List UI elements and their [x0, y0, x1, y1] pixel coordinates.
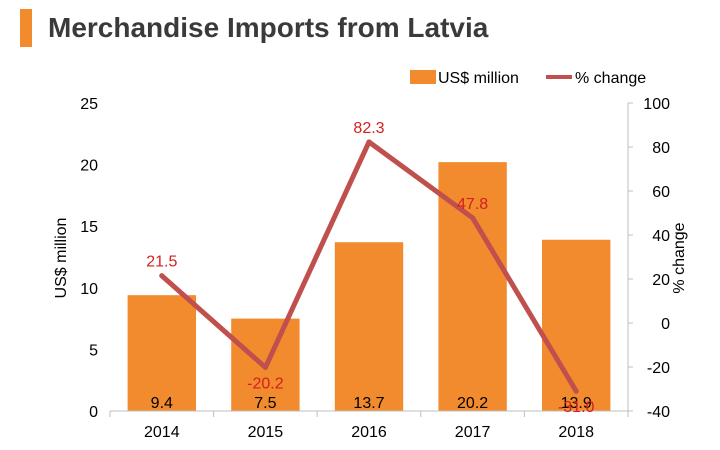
bar-2014	[127, 295, 196, 411]
right-tick-label: 40	[652, 228, 670, 245]
bar-value-label: 13.7	[353, 395, 384, 412]
bar-value-label: 20.2	[457, 395, 488, 412]
right-tick-label: -40	[647, 404, 670, 421]
left-tick-label: 15	[80, 219, 98, 236]
pct-change-point	[262, 364, 268, 370]
pct-change-point	[470, 215, 476, 221]
left-tick-label: 25	[80, 96, 98, 113]
right-tick-label: 100	[643, 96, 670, 113]
bar-2018	[542, 239, 611, 411]
right-axis-title: % change	[671, 222, 688, 293]
x-tick-label: 2016	[351, 424, 387, 441]
x-axis: 2014 2015 2016 2017 2018	[109, 411, 629, 441]
legend-line-label: % change	[575, 70, 646, 87]
x-tick-label: 2015	[248, 424, 284, 441]
right-tick-label: 20	[652, 272, 670, 289]
x-tick-label: 2014	[144, 424, 180, 441]
left-axis: 0 5 10 15 20 25	[80, 96, 98, 421]
legend: US$ million % change	[410, 70, 646, 87]
bar-value-label: 7.5	[254, 395, 276, 412]
right-tick-label: 80	[652, 140, 670, 157]
right-tick-label: 0	[661, 316, 670, 333]
pct-value-label: 21.5	[146, 254, 177, 271]
pct-value-label: -20.2	[247, 375, 284, 392]
bar-value-labels: 9.4 7.5 13.7 20.2 13.9	[151, 395, 592, 412]
pct-change-series	[159, 139, 579, 394]
bar-2016	[334, 242, 404, 411]
right-axis: -40 -20 0 20 40 60 80 100	[628, 96, 670, 421]
pct-change-point	[159, 273, 165, 279]
pct-value-label: 82.3	[353, 120, 384, 137]
pct-change-point	[573, 388, 579, 394]
title-block: Merchandise Imports from Latvia	[20, 8, 488, 48]
x-tick-label: 2017	[455, 424, 491, 441]
bar-series	[127, 162, 611, 411]
x-tick-label: 2018	[558, 424, 594, 441]
bar-value-label: 13.9	[561, 395, 592, 412]
title-accent-bar	[20, 9, 32, 47]
pct-change-point	[366, 139, 372, 145]
left-tick-label: 5	[89, 342, 98, 359]
right-tick-label: 60	[652, 184, 670, 201]
bar-value-label: 9.4	[151, 395, 173, 412]
left-tick-label: 0	[89, 404, 98, 421]
pct-value-label: -31.0	[558, 399, 595, 416]
pct-value-labels: 21.5 -20.2 82.3 47.8 -31.0	[146, 120, 594, 416]
legend-bar-label: US$ million	[438, 70, 519, 87]
left-tick-label: 10	[80, 281, 98, 298]
legend-bar-swatch	[410, 70, 436, 84]
left-axis-title: US$ million	[53, 218, 70, 299]
left-tick-label: 20	[80, 158, 98, 175]
right-tick-label: -20	[647, 360, 670, 377]
pct-value-label: 47.8	[457, 196, 488, 213]
page-title: Merchandise Imports from Latvia	[48, 12, 489, 43]
